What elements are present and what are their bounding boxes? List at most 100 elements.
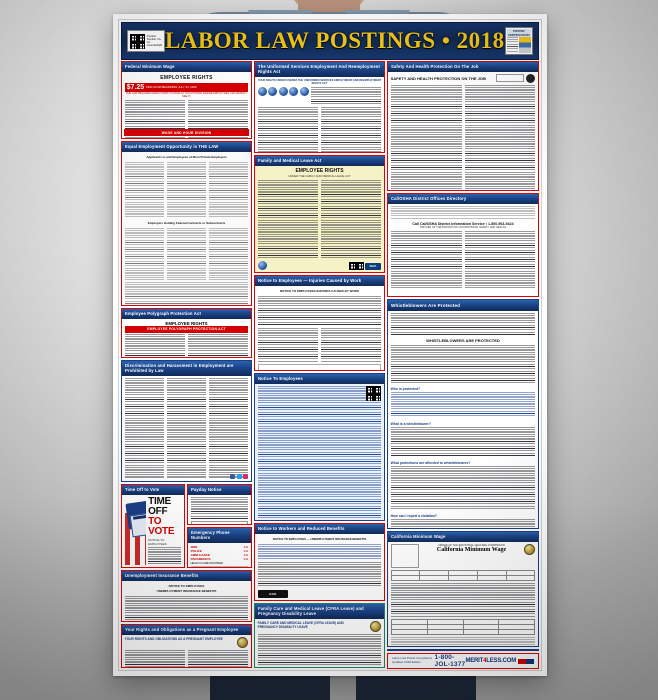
- qr-label: Product Number CA-AI-AmendedQR: [147, 35, 162, 48]
- vote-flag-graphic: [124, 496, 147, 565]
- panel-header: Federal Minimum Wage: [122, 62, 251, 72]
- emg-label-0: FIRE: [191, 545, 198, 549]
- panel-header: Notice To Employees: [255, 374, 384, 384]
- whistleblower-subhead-0: Who is protected?: [391, 387, 536, 391]
- panel-employee-polygraph-protection[interactable]: Employee Polygraph Protection Act EMPLOY…: [121, 308, 252, 358]
- panel-header: Whistleblowers Are Protected: [388, 300, 538, 311]
- vote-title-line1: TIME OFF: [148, 496, 181, 517]
- panel-header: Equal Employment Opportunity is THE LAW: [122, 142, 251, 152]
- emg-value-0: 911: [244, 545, 249, 549]
- eppa-banner-title: EMPLOYEE RIGHTS: [125, 321, 249, 326]
- twitter-icon[interactable]: [236, 474, 242, 479]
- middle-column: The Uniformed Services Employment And Re…: [254, 61, 385, 668]
- state-seal-icon: [237, 636, 249, 648]
- certification-seal-label: POSTER CERTIFICATION: [506, 29, 531, 37]
- footer-logo-b: 4: [483, 658, 486, 664]
- footer-logo-a: MERIT: [465, 658, 483, 664]
- emg-label-1: POLICE: [191, 549, 202, 553]
- fmw-red-band: THE LAW REQUIRES EMPLOYERS TO DISPLAY TH…: [125, 92, 249, 99]
- instagram-icon[interactable]: [243, 474, 248, 479]
- state-seal-icon: [524, 543, 536, 555]
- fmla-banner-sub: UNDER THE FAMILY AND MEDICAL LEAVE ACT: [258, 174, 382, 178]
- footer-logo[interactable]: MERIT 4 LESS.COM: [465, 658, 534, 664]
- qr-code-icon: [366, 385, 381, 401]
- footer-note: Labor Law Poster Compliance Updated 2018…: [392, 657, 435, 664]
- panel-emergency-phone-numbers[interactable]: Emergency Phone Numbers FIRE 911 POLICE 91…: [187, 527, 252, 568]
- vote-title-line2: TO VOTE: [148, 516, 181, 537]
- footer-phone[interactable]: 1-800-JOL-1377: [435, 654, 466, 668]
- qr-code-icon: [130, 33, 145, 49]
- panel-header: Notice to Workers and Reduced Benefits: [255, 524, 384, 534]
- poster-title: LABOR LAW POSTINGS • 2018: [165, 28, 505, 54]
- panel-header: Family Care and Medical Leave (CFRA Leav…: [255, 604, 384, 619]
- cfra-subtitle: FAMILY CARE AND MEDICAL LEAVE (CFRA LEAV…: [258, 621, 364, 629]
- fmw-banner-title: EMPLOYEE RIGHTS: [124, 73, 249, 83]
- panel-family-care-medical-leave-cfra[interactable]: Family Care and Medical Leave (CFRA Leav…: [254, 603, 385, 668]
- panel-header: California Minimum Wage: [388, 532, 538, 542]
- panel-discrimination-harassment[interactable]: Discrimination and Harassment in Employm…: [121, 360, 252, 482]
- certification-seal: POSTER CERTIFICATION: [504, 27, 533, 55]
- panel-california-minimum-wage[interactable]: California Minimum Wage ORDER OF THE IND…: [387, 531, 539, 647]
- panel-header: Notice to Employees — Injuries Caused by…: [255, 276, 384, 286]
- emg-label-2: AMBULANCE: [191, 553, 210, 557]
- panel-cal-osha-directory[interactable]: Cal/OSHA District Offices Directory Call…: [387, 193, 539, 297]
- whistleblower-subhead-3: How can I report a violation?: [391, 514, 536, 518]
- panel-notice-to-employees[interactable]: Notice To Employees: [254, 373, 385, 521]
- panel-header: Employee Polygraph Protection Act: [122, 309, 251, 319]
- panel-paid-sick-leave[interactable]: Paid Sick Leave HEALTHY WORKPLACES / HEA…: [387, 649, 539, 651]
- panel-federal-minimum-wage[interactable]: Federal Minimum Wage EMPLOYEE RIGHTS $7.…: [121, 61, 252, 139]
- state-seal-icon: [370, 620, 382, 632]
- panel-header: Discrimination and Harassment in Employm…: [122, 361, 251, 376]
- panel-header: Time Off to Vote: [122, 485, 184, 495]
- fmw-wage-note: PER HOUR BEGINNING JULY 24, 2009: [146, 85, 196, 89]
- poster-footer: Labor Law Poster Compliance Updated 2018…: [387, 653, 539, 669]
- footer-logo-c: LESS.COM: [486, 658, 516, 664]
- panel-whistleblowers-are-protected[interactable]: Whistleblowers Are Protected WHISTLEBLOW…: [387, 299, 539, 529]
- qr-code-box: Product Number CA-AI-AmendedQR: [127, 30, 165, 52]
- right-column: Safety And Health Protection On The Job …: [387, 61, 539, 669]
- left-column: Federal Minimum Wage EMPLOYEE RIGHTS $7.…: [121, 61, 252, 668]
- dol-seal-icon: [258, 261, 267, 270]
- panel-pregnant-employee-rights[interactable]: Your Rights and Obligations as a Pregnan…: [121, 624, 252, 668]
- emg-label-3: PARAMEDICS: [191, 557, 211, 561]
- whistleblower-section-title: WHISTLEBLOWERS ARE PROTECTED: [391, 338, 536, 343]
- poster-banner: Product Number CA-AI-AmendedQR LABOR LAW…: [121, 22, 539, 60]
- cmw-title: California Minimum Wage: [421, 547, 523, 553]
- whistleblower-subhead-1: What is a whistleblower?: [391, 422, 536, 426]
- panel-unemployment-insurance-benefits[interactable]: Unemployment Insurance Benefits NOTICE T…: [121, 570, 252, 622]
- emg-value-3: 911: [244, 557, 249, 561]
- panel-payday-notice[interactable]: Payday Notice: [187, 484, 252, 525]
- labor-law-poster: Product Number CA-AI-AmendedQR LABOR LAW…: [113, 14, 547, 676]
- panel-header: Family and Medical Leave Act: [255, 156, 384, 166]
- cmw-order-line: ORDER OF THE INDUSTRIAL WELFARE COMMISSI…: [421, 544, 523, 547]
- panel-time-off-to-vote[interactable]: Time Off to Vote TIME OFF: [121, 484, 185, 568]
- panel-header: Emergency Phone Numbers: [188, 528, 251, 543]
- panel-header: Safety And Health Protection On The Job: [388, 62, 538, 72]
- emg-value-1: 911: [244, 549, 249, 553]
- panel-uniformed-services-userra[interactable]: The Uniformed Services Employment And Re…: [254, 61, 385, 153]
- footer-logo-bar: [518, 658, 534, 664]
- emg-label-4: HEALTH CARE PROVIDER: [191, 562, 249, 565]
- whistleblower-subhead-2: What protections are afforded to whistle…: [391, 461, 536, 465]
- panel-family-medical-leave-act[interactable]: Family and Medical Leave Act EMPLOYEE RI…: [254, 155, 385, 273]
- panel-header: The Uniformed Services Employment And Re…: [255, 62, 384, 77]
- calosha-office-title: OFFICES OF THE DIVISION OF OCCUPATIONAL …: [391, 226, 536, 229]
- panel-header: Payday Notice: [188, 485, 251, 495]
- panel-header: Cal/OSHA District Offices Directory: [388, 194, 538, 204]
- reduced-earnings-subtitle: NOTICE TO EMPLOYEES — UNEMPLOYMENT INSUR…: [258, 536, 382, 543]
- vote-subtitle: NOTICE TO EMPLOYEES: [148, 538, 181, 546]
- emg-value-2: 911: [244, 553, 249, 557]
- edd-logo: EDD: [258, 590, 288, 598]
- userra-subtitle: YOUR RIGHTS UNDER USERRA THE UNIFORMED S…: [258, 79, 382, 85]
- calosha-phone-line: Call Cal/OSHA District Information Servi…: [391, 222, 536, 226]
- panel-header: Unemployment Insurance Benefits: [122, 571, 251, 581]
- osha-subtitle: SAFETY AND HEALTH PROTECTION ON THE JOB: [391, 76, 486, 81]
- injuries-subtitle: NOTICE TO EMPLOYEES INJURIES CAUSED BY W…: [258, 288, 382, 295]
- panel-equal-employment-opportunity[interactable]: Equal Employment Opportunity is THE LAW …: [121, 141, 252, 306]
- panel-safety-health-protection[interactable]: Safety And Health Protection On The Job …: [387, 61, 539, 191]
- panel-notice-reduced-earnings[interactable]: Notice to Workers and Reduced Benefits N…: [254, 523, 385, 601]
- panel-notice-to-employees-injuries[interactable]: Notice to Employees — Injuries Caused by…: [254, 275, 385, 371]
- facebook-icon[interactable]: [230, 474, 235, 479]
